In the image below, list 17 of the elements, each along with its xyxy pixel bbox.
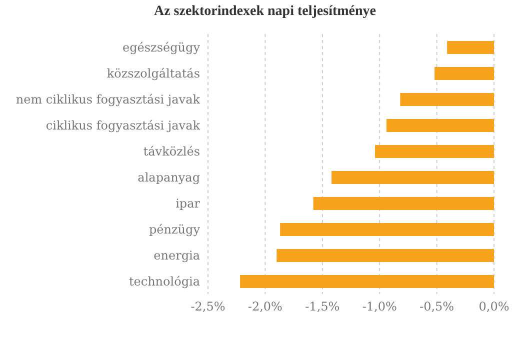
- y-tick-label: ipar: [176, 196, 200, 210]
- y-tick-label: pénzügy: [148, 222, 200, 236]
- y-tick-label: nem ciklikus fogyasztási javak: [16, 92, 201, 106]
- chart-title: Az szektorindexek napi teljesítménye: [152, 4, 378, 20]
- x-tick-label: -1,5%: [305, 300, 340, 314]
- x-tick-label: 0,0%: [478, 300, 510, 314]
- y-tick-label: energia: [154, 248, 200, 262]
- x-tick-label: -2,0%: [248, 300, 282, 314]
- y-tick-label: technológia: [128, 274, 200, 288]
- x-tick-label: -1,0%: [362, 300, 397, 314]
- y-tick-label: alapanyag: [138, 170, 200, 184]
- y-tick-label: távközlés: [143, 144, 200, 158]
- x-tick-label: -0,5%: [420, 300, 454, 314]
- x-tick-label: -2,5%: [190, 300, 226, 314]
- y-tick-label: egészségügy: [122, 40, 200, 54]
- y-tick-label: közszolgáltatás: [106, 66, 200, 80]
- y-tick-label: ciklikus fogyasztási javak: [46, 118, 201, 132]
